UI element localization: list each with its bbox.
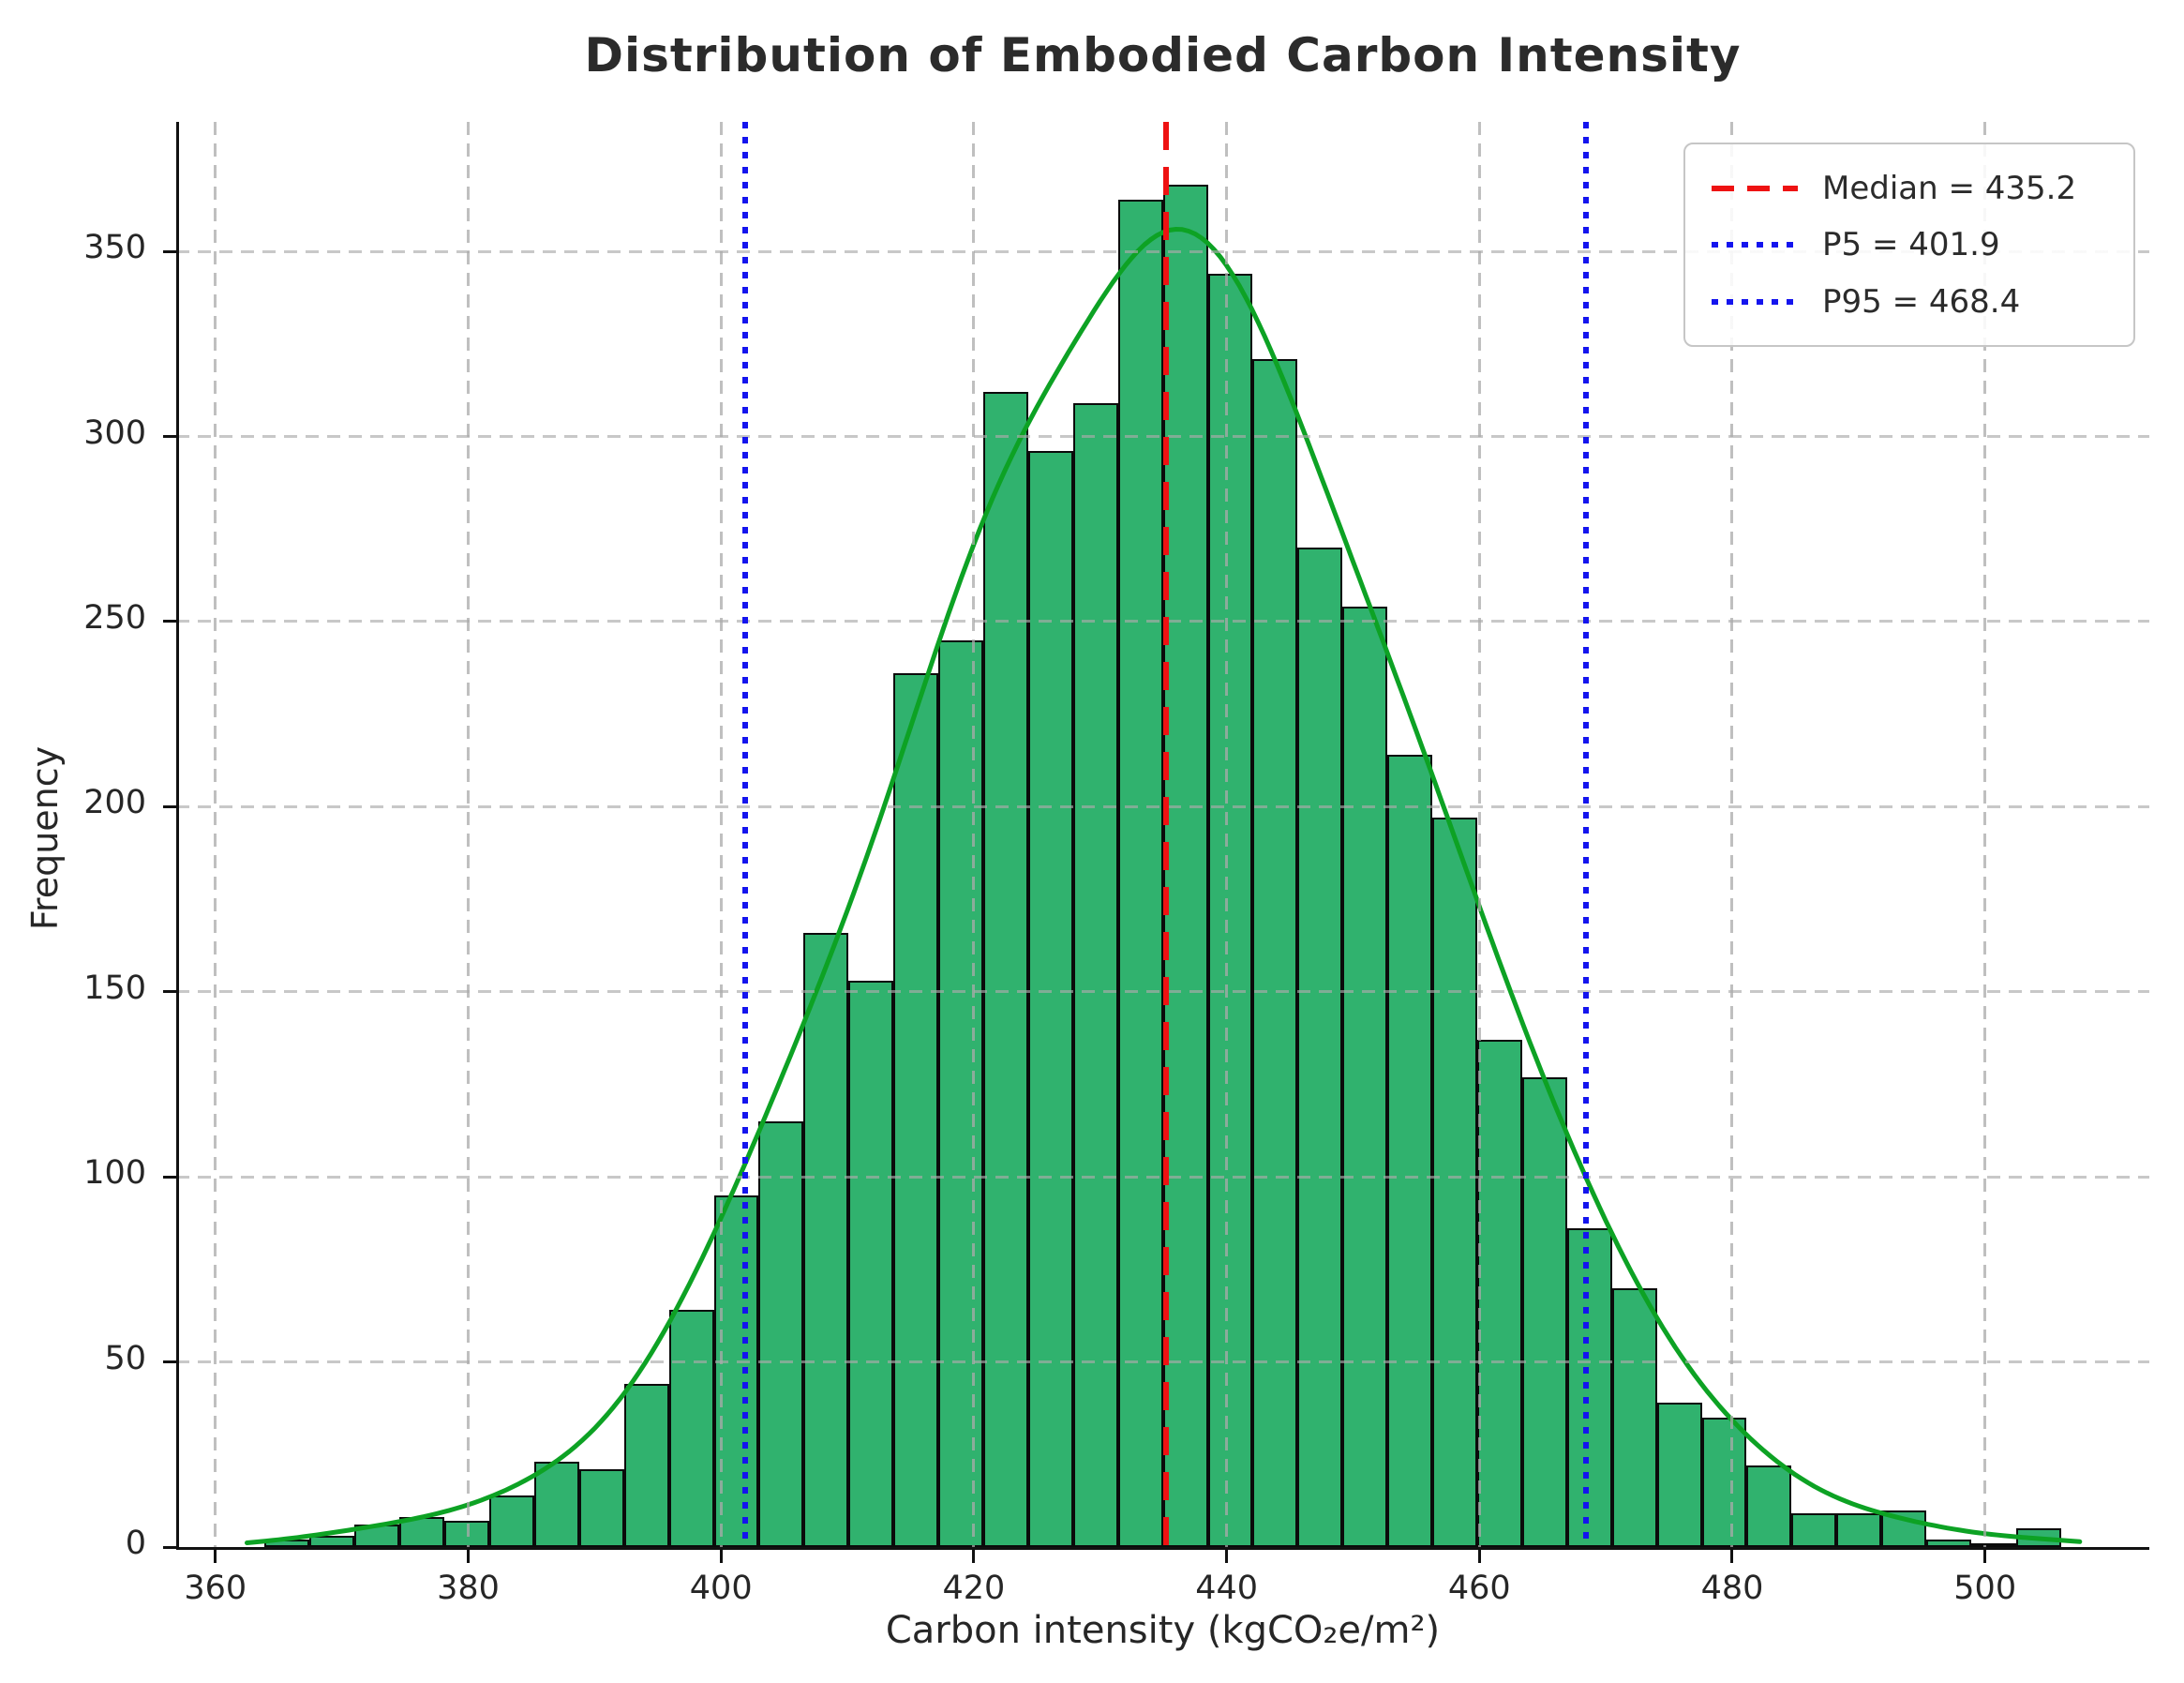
x-gridline: [467, 122, 470, 1547]
x-tick-label: 440: [1195, 1570, 1258, 1607]
histogram-bar: [1836, 1513, 1882, 1547]
histogram-bar: [938, 639, 983, 1547]
y-tick-label: 300: [83, 413, 146, 452]
y-tick-mark: [163, 1175, 176, 1179]
histogram-bar: [1162, 185, 1208, 1547]
histogram-bar: [488, 1495, 534, 1547]
histogram-bar: [1117, 199, 1163, 1547]
histogram-bar: [399, 1517, 445, 1547]
histogram-bar: [264, 1540, 310, 1547]
x-tick-mark: [1225, 1550, 1229, 1563]
histogram-bar: [803, 932, 849, 1547]
legend-box: Median = 435.2 P5 = 401.9 P95 = 468.4: [1683, 143, 2135, 347]
histogram-bar: [2015, 1528, 2061, 1547]
histogram-bar: [1566, 1228, 1612, 1547]
y-axis-spine: [176, 122, 179, 1550]
y-tick-mark: [163, 804, 176, 808]
histogram-bar: [1791, 1513, 1837, 1547]
histogram-bar: [1611, 1287, 1657, 1547]
histogram-bar: [309, 1536, 355, 1547]
legend-item-label: P5 = 401.9: [1822, 226, 2000, 263]
histogram-bar: [578, 1469, 624, 1547]
y-tick-mark: [163, 620, 176, 624]
x-gridline: [214, 122, 217, 1547]
histogram-bar: [1746, 1465, 1792, 1547]
x-tick-mark: [214, 1550, 217, 1563]
histogram-bar: [1521, 1076, 1567, 1547]
y-tick-mark: [163, 249, 176, 253]
p95-line: [1582, 122, 1589, 1547]
median-line: [1162, 122, 1169, 1547]
legend-item-label: Median = 435.2: [1822, 169, 2077, 207]
x-tick-label: 420: [942, 1570, 1006, 1607]
histogram-bar: [1387, 755, 1433, 1547]
x-tick-mark: [1477, 1550, 1481, 1563]
histogram-bar: [1926, 1540, 1972, 1547]
x-tick-label: 400: [689, 1570, 753, 1607]
histogram-bar: [1432, 818, 1477, 1547]
histogram-bar: [1477, 1040, 1522, 1547]
histogram-bar: [533, 1462, 579, 1547]
legend-p95-line-sample: [1712, 298, 1798, 305]
y-tick-mark: [163, 990, 176, 994]
legend-item: Median = 435.2: [1685, 170, 2133, 207]
x-axis-spine: [176, 1547, 2149, 1550]
legend-item: P95 = 468.4: [1685, 283, 2133, 321]
x-tick-mark: [719, 1550, 723, 1563]
x-gridline: [1225, 122, 1229, 1547]
histogram-bar: [758, 1120, 804, 1547]
x-tick-label: 460: [1447, 1570, 1511, 1607]
histogram-bar: [848, 980, 894, 1547]
chart-title: Distribution of Embodied Carbon Intensit…: [584, 28, 1742, 83]
legend-p5-line-sample: [1712, 242, 1798, 248]
y-tick-label: 250: [83, 598, 146, 637]
x-tick-mark: [1730, 1550, 1734, 1563]
x-gridline: [972, 122, 976, 1547]
y-tick-label: 0: [125, 1525, 146, 1562]
legend-median-line-sample: [1712, 185, 1798, 191]
y-tick-label: 100: [83, 1154, 146, 1193]
x-tick-mark: [1983, 1550, 1987, 1563]
y-tick-mark: [163, 1360, 176, 1364]
x-tick-mark: [467, 1550, 470, 1563]
histogram-bar: [1297, 548, 1343, 1547]
x-gridline: [719, 122, 723, 1547]
x-tick-label: 360: [184, 1570, 247, 1607]
histogram-bar: [1252, 358, 1298, 1547]
y-tick-label: 350: [83, 229, 146, 267]
histogram-bar: [1656, 1403, 1702, 1547]
y-tick-label: 50: [104, 1339, 146, 1377]
histogram-bar: [1072, 403, 1118, 1547]
histogram-bar: [668, 1310, 714, 1547]
x-tick-label: 500: [1953, 1570, 2017, 1607]
histogram-bar: [1027, 451, 1073, 1547]
legend-item-label: P95 = 468.4: [1822, 282, 2021, 321]
y-tick-label: 200: [83, 784, 146, 822]
x-tick-mark: [972, 1550, 976, 1563]
histogram-bar: [1701, 1417, 1747, 1547]
y-tick-mark: [163, 435, 176, 439]
histogram-bar: [623, 1384, 669, 1547]
p5-line: [741, 122, 748, 1547]
histogram-bar: [1881, 1510, 1927, 1547]
histogram-bar: [1207, 273, 1253, 1547]
x-gridline: [1477, 122, 1481, 1547]
x-tick-label: 480: [1700, 1570, 1764, 1607]
x-tick-label: 380: [437, 1570, 500, 1607]
histogram-bar: [1342, 607, 1388, 1547]
histogram-bar: [982, 392, 1028, 1547]
histogram-bar: [354, 1525, 400, 1547]
legend-item: P5 = 401.9: [1685, 226, 2133, 263]
x-axis-label: Carbon intensity (kgCO₂e/m²): [885, 1609, 1441, 1652]
y-tick-label: 150: [83, 969, 146, 1007]
y-tick-mark: [163, 1545, 176, 1549]
